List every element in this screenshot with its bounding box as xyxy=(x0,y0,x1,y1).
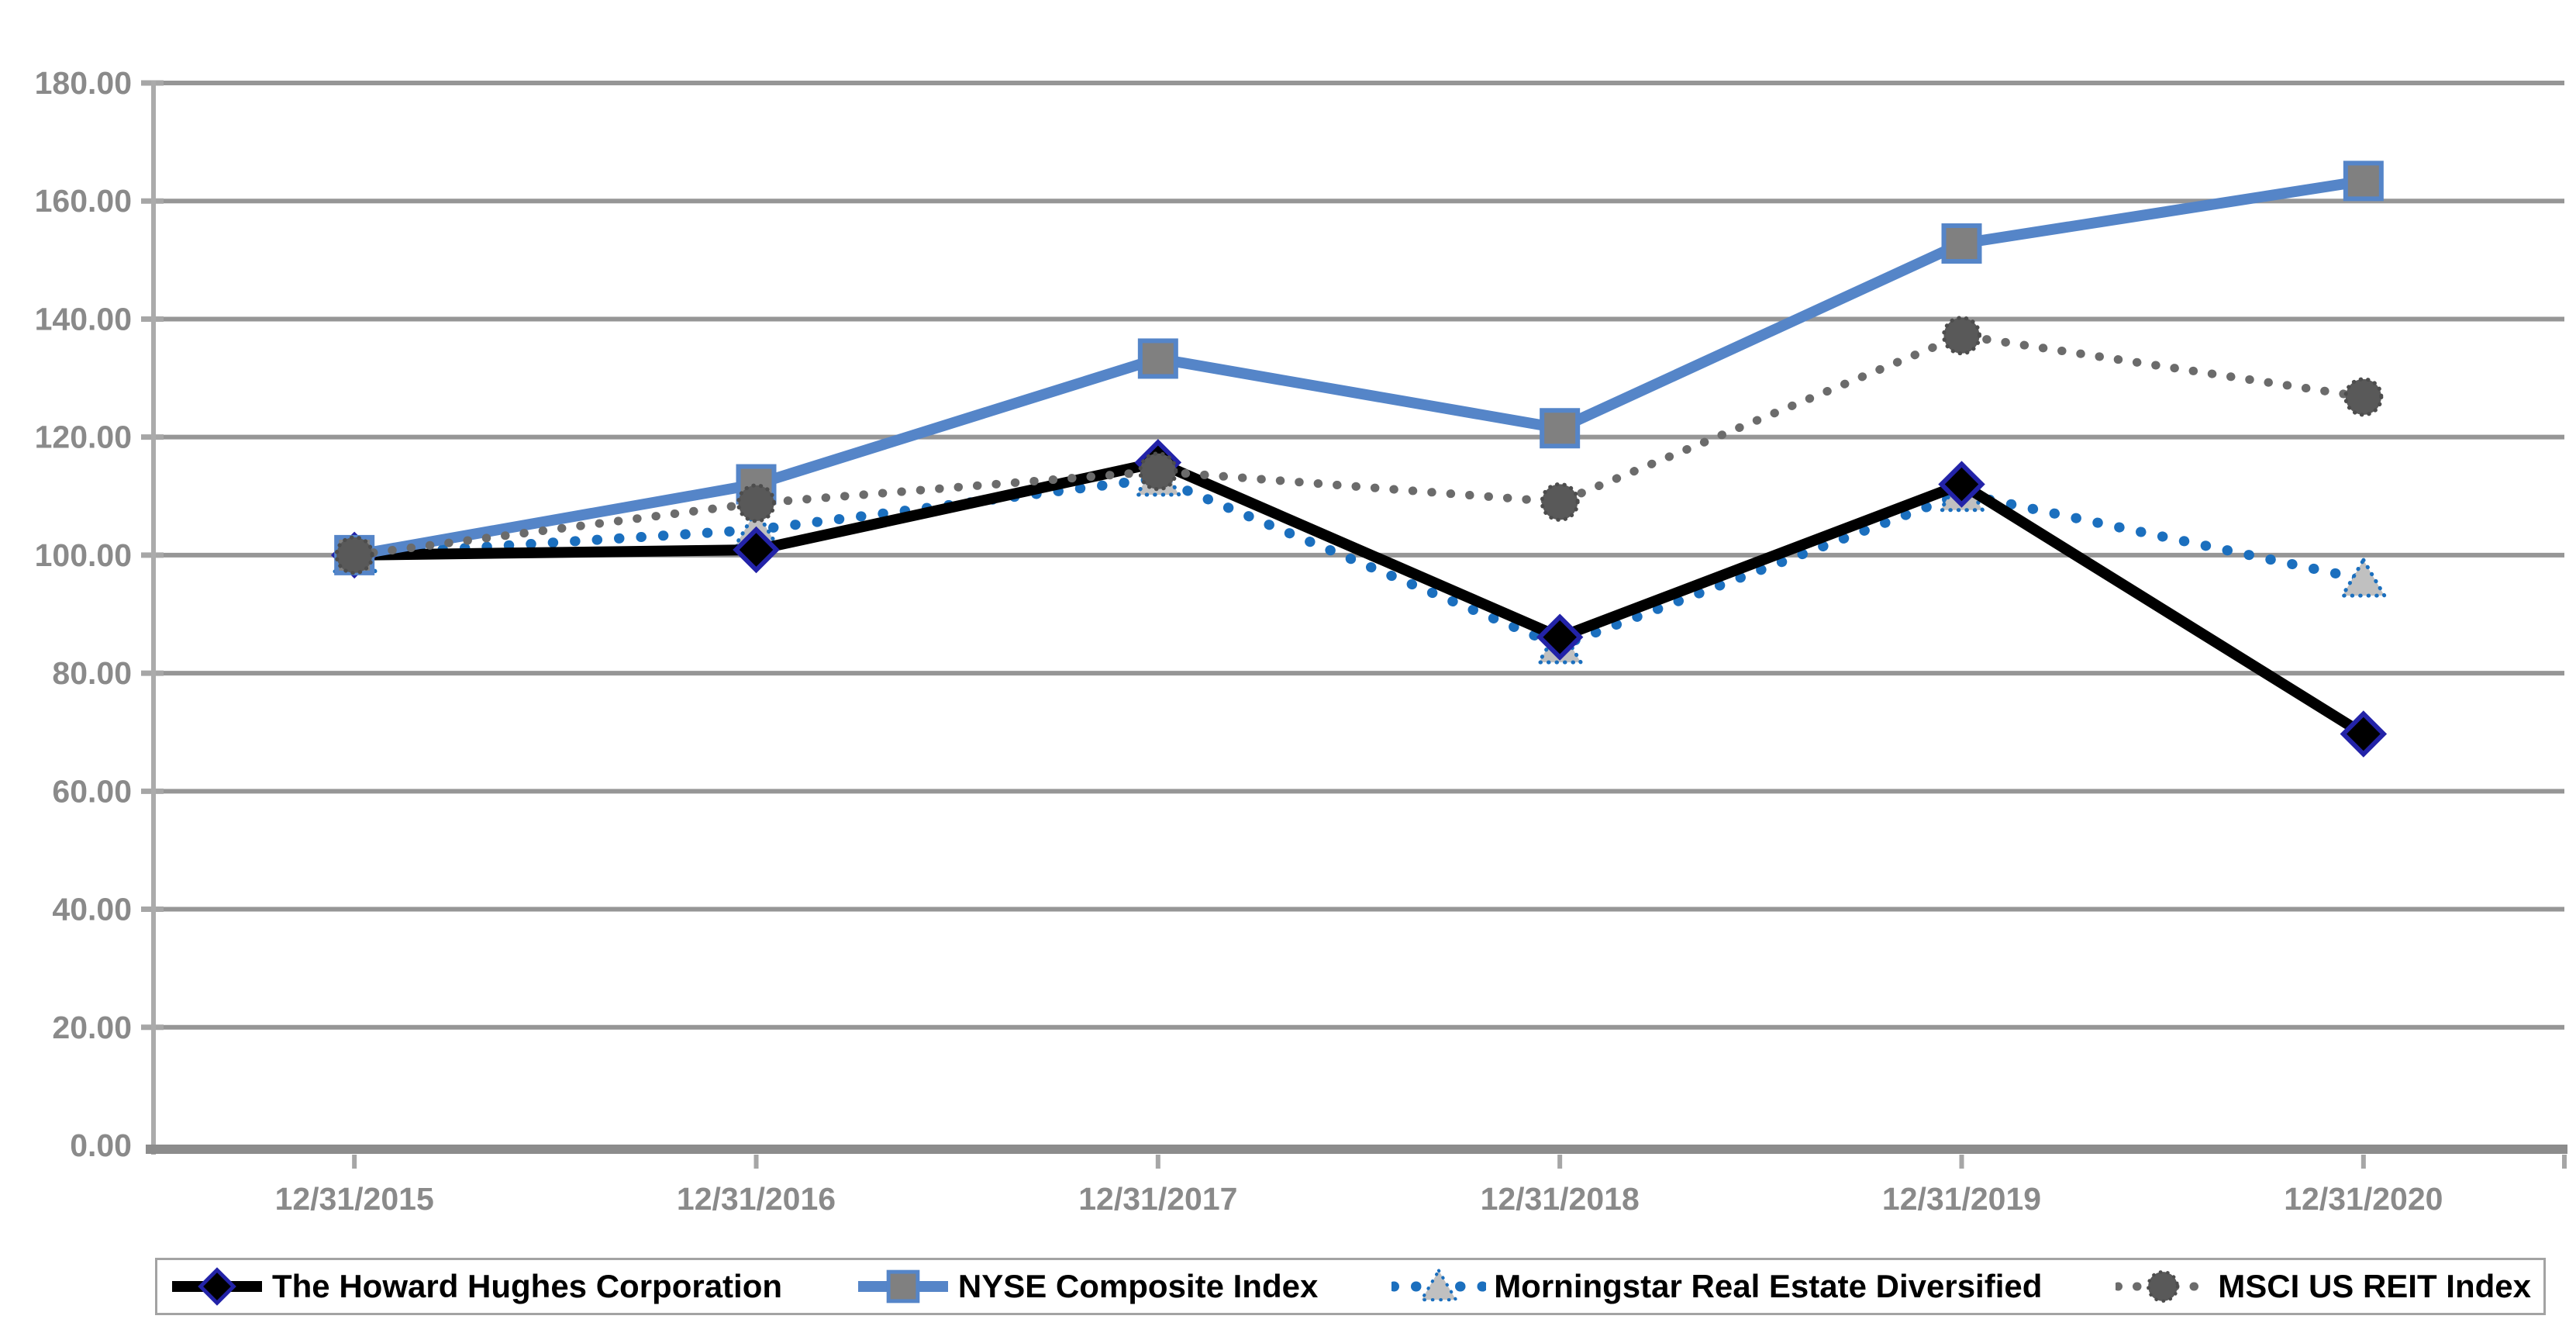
legend-marker-circle-icon xyxy=(2116,1270,2211,1303)
y-axis-label: 80.00 xyxy=(52,655,132,691)
y-axis-label: 60.00 xyxy=(52,773,132,809)
legend-label: Morningstar Real Estate Diversified xyxy=(1494,1268,2043,1304)
marker-circle xyxy=(1540,482,1580,522)
marker-square xyxy=(2343,161,2384,202)
legend-marker-triangle-icon xyxy=(1391,1267,1487,1302)
chart-legend: The Howard Hughes Corporation NYSE Compos… xyxy=(155,1258,2546,1315)
marker-circle xyxy=(2343,377,2384,417)
marker-diamond xyxy=(1536,613,1584,661)
legend-label: NYSE Composite Index xyxy=(957,1268,1319,1304)
marker-triangle xyxy=(1419,1267,1459,1302)
y-axis-label: 0.00 xyxy=(70,1128,132,1163)
series-line-morningstar-real-estate-diversified xyxy=(349,473,2369,651)
y-axis-label: 120.00 xyxy=(35,420,132,455)
x-axis-label: 12/31/2015 xyxy=(275,1181,434,1217)
marker-diamond xyxy=(733,526,780,574)
series-nyse-composite-index xyxy=(334,161,2384,575)
y-axis-label: 160.00 xyxy=(35,183,132,219)
y-axis-label: 20.00 xyxy=(52,1010,132,1045)
x-axis-label: 12/31/2018 xyxy=(1481,1181,1640,1217)
legend-item-msci-us-reit-index: MSCI US REIT Index xyxy=(2116,1264,2531,1309)
marker-diamond xyxy=(1938,461,1985,508)
series-line-the-howard-hughes-corporation xyxy=(354,457,2367,739)
marker-square xyxy=(1540,408,1581,449)
legend-item-the-howard-hughes-corporation: The Howard Hughes Corporation xyxy=(170,1264,782,1309)
x-axis-label: 12/31/2019 xyxy=(1882,1181,2041,1217)
x-axis-label: 12/31/2020 xyxy=(2284,1181,2443,1217)
plot-area: 0.00 20.00 40.00 60.00 80.00 100.00 120.00 140.… xyxy=(35,65,2567,1217)
marker-diamond xyxy=(198,1267,236,1306)
legend-label: The Howard Hughes Corporation xyxy=(272,1268,783,1304)
marker-diamond xyxy=(2340,710,2388,758)
marker-square xyxy=(1941,223,1982,264)
series-msci-us-reit-index xyxy=(334,316,2384,575)
legend-marker-diamond-icon xyxy=(172,1267,262,1306)
marker-circle xyxy=(1942,316,1981,356)
series-line-msci-us-reit-index xyxy=(350,331,2368,560)
y-axis-label: 140.00 xyxy=(35,301,132,337)
marker-circle xyxy=(736,483,776,523)
series-line-nyse-composite-index xyxy=(353,175,2364,561)
y-axis-label: 40.00 xyxy=(52,892,132,927)
marker-square xyxy=(886,1269,920,1304)
marker-circle xyxy=(334,535,374,575)
x-axis-label: 12/31/2017 xyxy=(1078,1181,1237,1217)
x-axis-label: 12/31/2016 xyxy=(677,1181,836,1217)
marker-circle xyxy=(1138,451,1178,492)
legend-marker-square-icon xyxy=(857,1269,948,1304)
legend-label: MSCI US REIT Index xyxy=(2218,1268,2531,1304)
y-axis-label: 180.00 xyxy=(35,65,132,101)
marker-circle xyxy=(2147,1270,2180,1303)
marker-triangle xyxy=(2339,556,2388,598)
legend-item-nyse-composite-index: NYSE Composite Index xyxy=(856,1264,1318,1309)
legend-item-morningstar-real-estate-diversified: Morningstar Real Estate Diversified xyxy=(1391,1264,2042,1309)
marker-square xyxy=(1137,338,1178,379)
y-axis-label: 100.00 xyxy=(35,537,132,573)
